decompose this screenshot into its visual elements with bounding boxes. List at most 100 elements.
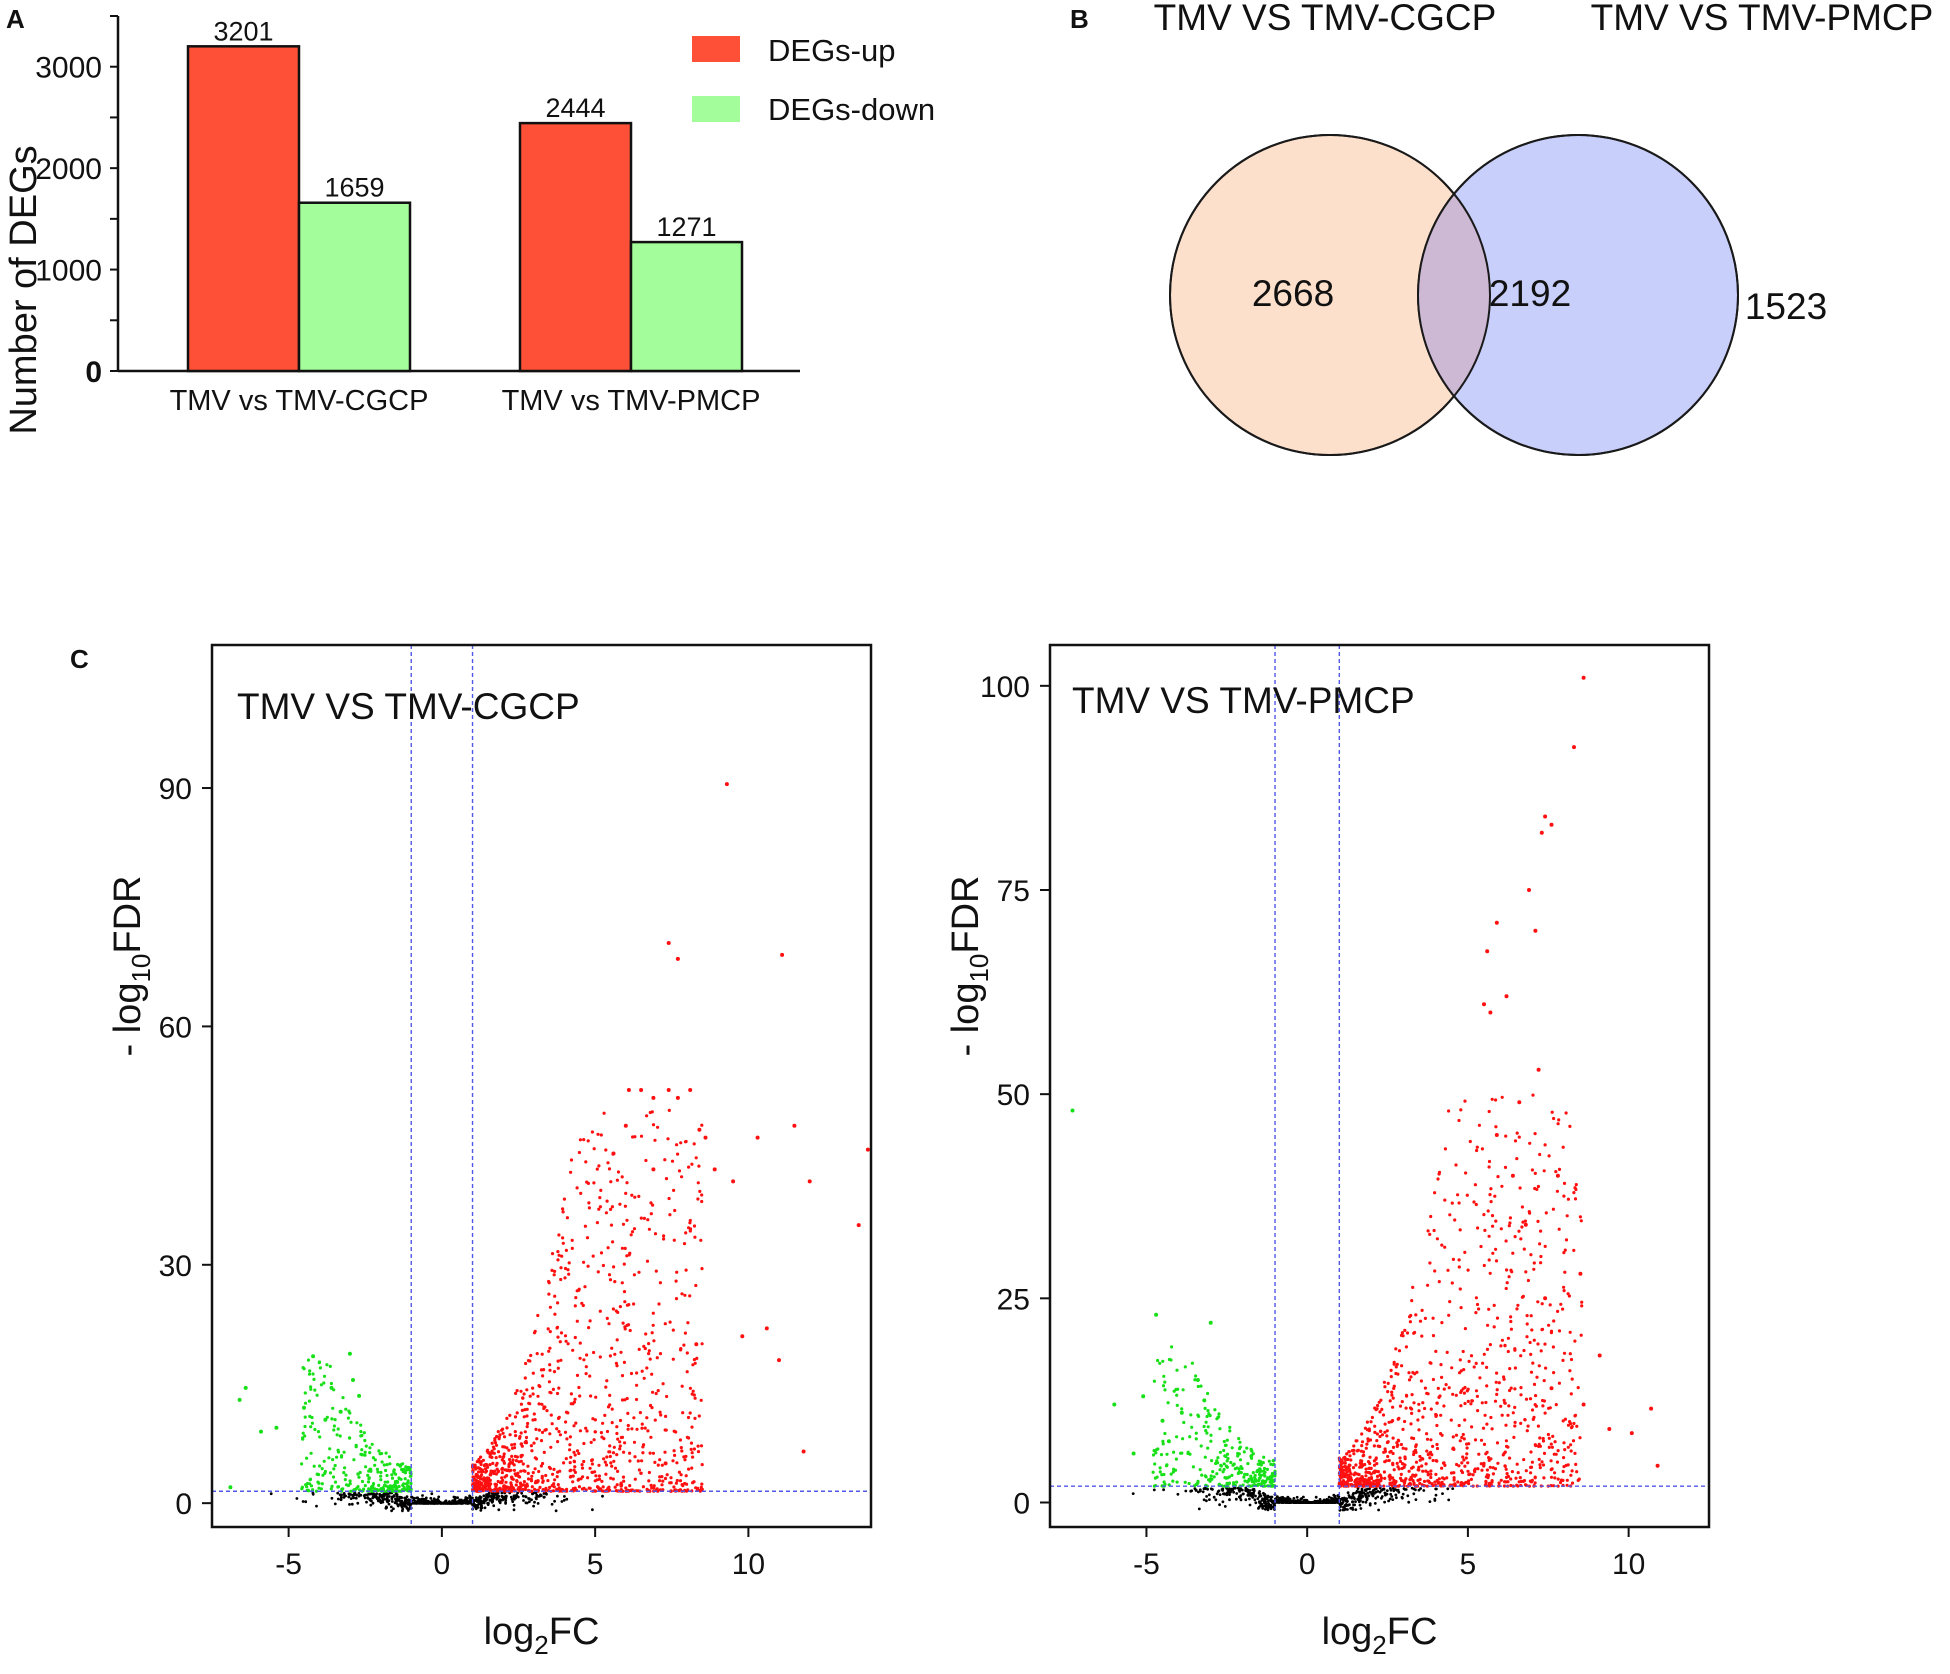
volcano-point-up (502, 1459, 506, 1463)
volcano-point-up (658, 1410, 662, 1414)
volcano-point-up (679, 1473, 683, 1477)
volcano-point-ns (269, 1492, 273, 1496)
volcano-point-ns (467, 1501, 470, 1505)
volcano-point-ns (1315, 1500, 1319, 1503)
volcano-point-up (1509, 1268, 1513, 1272)
volcano-point-up (687, 1165, 691, 1169)
volcano-point-up (1500, 1338, 1504, 1342)
volcano-point-ns (1359, 1491, 1362, 1495)
volcano-point-ns (1384, 1493, 1387, 1497)
volcano-outlier-up (675, 956, 680, 961)
volcano-point-down (300, 1462, 304, 1466)
volcano-point-ns (402, 1501, 406, 1504)
volcano-point-ns (362, 1494, 366, 1498)
volcano-point-up (699, 1238, 703, 1242)
volcano-point-up (1494, 1125, 1498, 1129)
volcano-point-up (562, 1461, 566, 1465)
volcano-point-ns (490, 1500, 494, 1504)
volcano-point-up (1389, 1449, 1393, 1454)
volcano-point-up (663, 1476, 668, 1481)
volcano-point-down (1161, 1384, 1166, 1388)
volcano-point-up (700, 1193, 704, 1197)
volcano-point-up (1457, 1258, 1461, 1262)
volcano-point-up (1434, 1349, 1438, 1353)
volcano-point-ns (1297, 1500, 1301, 1503)
volcano-point-up (1474, 1311, 1478, 1315)
volcano-point-up (1429, 1438, 1433, 1442)
volcano-point-ns (511, 1500, 515, 1503)
volcano-point-up (1442, 1387, 1446, 1391)
volcano-point-up (1484, 1452, 1488, 1456)
volcano-point-up (573, 1486, 577, 1490)
volcano-point-down (1262, 1455, 1266, 1459)
volcano-point-down (355, 1486, 359, 1490)
bar-y-tick-label: 2000 (35, 153, 102, 186)
volcano-y-tick-label: 50 (997, 1079, 1030, 1112)
volcano-point-up (1480, 1401, 1484, 1405)
volcano-point-up (544, 1473, 548, 1478)
volcano-point-up (507, 1448, 511, 1452)
volcano-point-up (1467, 1482, 1471, 1486)
volcano-point-up (678, 1438, 683, 1442)
volcano-point-up (556, 1416, 561, 1420)
volcano-point-up (519, 1389, 523, 1393)
volcano-point-up (532, 1412, 536, 1416)
volcano-point-ns (1205, 1499, 1208, 1503)
volcano-outlier-up (703, 1135, 708, 1140)
volcano-point-up (1439, 1413, 1443, 1417)
volcano-point-up (473, 1481, 477, 1485)
volcano-point-up (1553, 1440, 1557, 1444)
volcano-point-up (540, 1402, 544, 1406)
volcano-point-down (305, 1485, 309, 1489)
volcano-point-up (482, 1464, 486, 1468)
volcano-point-up (614, 1361, 619, 1365)
volcano-point-up (561, 1236, 565, 1240)
volcano-point-down (1235, 1480, 1239, 1484)
volcano-point-down (314, 1489, 319, 1493)
volcano-point-up (1497, 1381, 1501, 1385)
volcano-point-up (494, 1456, 498, 1460)
volcano-point-down (319, 1487, 323, 1491)
volcano-point-up (1425, 1449, 1429, 1453)
volcano-point-up (1538, 1463, 1542, 1467)
volcano-point-up (590, 1462, 595, 1466)
volcano-point-up (674, 1430, 678, 1434)
volcano-point-up (1451, 1435, 1455, 1439)
volcano-point-up (585, 1353, 589, 1357)
volcano-point-up (1465, 1193, 1469, 1197)
volcano-point-up (640, 1369, 644, 1373)
panel-b-label: B (1070, 4, 1089, 34)
volcano-point-up (592, 1147, 596, 1151)
volcano-point-up (1429, 1475, 1433, 1480)
volcano-point-down (1181, 1437, 1185, 1441)
volcano-point-up (548, 1390, 552, 1394)
volcano-point-up (637, 1270, 641, 1274)
volcano-point-up (1492, 1325, 1496, 1329)
volcano-point-up (1418, 1319, 1423, 1323)
volcano-point-ns (1184, 1489, 1188, 1493)
volcano-point-ns (451, 1499, 454, 1503)
volcano-point-up (508, 1433, 512, 1437)
volcano-point-up (1488, 1193, 1492, 1197)
volcano-point-up (1489, 1187, 1493, 1191)
volcano-point-ns (311, 1491, 315, 1495)
volcano-point-ns (510, 1498, 514, 1501)
volcano-point-up (668, 1320, 672, 1324)
volcano-point-down (1175, 1368, 1179, 1372)
volcano-point-ns (534, 1491, 538, 1495)
volcano-point-up (524, 1441, 529, 1445)
volcano-outlier-up (777, 1358, 781, 1363)
volcano-point-down (406, 1480, 410, 1485)
volcano-point-ns (1345, 1500, 1349, 1503)
volcano-point-up (1395, 1444, 1399, 1448)
volcano-point-up (1493, 1467, 1498, 1471)
volcano-point-up (548, 1363, 552, 1367)
volcano-point-up (503, 1445, 507, 1449)
volcano-point-ns (295, 1497, 299, 1500)
volcano-point-up (639, 1134, 644, 1138)
volcano-point-up (1367, 1429, 1371, 1433)
volcano-point-up (1539, 1261, 1543, 1265)
volcano-point-up (604, 1385, 608, 1389)
volcano-point-up (485, 1463, 489, 1467)
volcano-point-ns (492, 1493, 496, 1497)
